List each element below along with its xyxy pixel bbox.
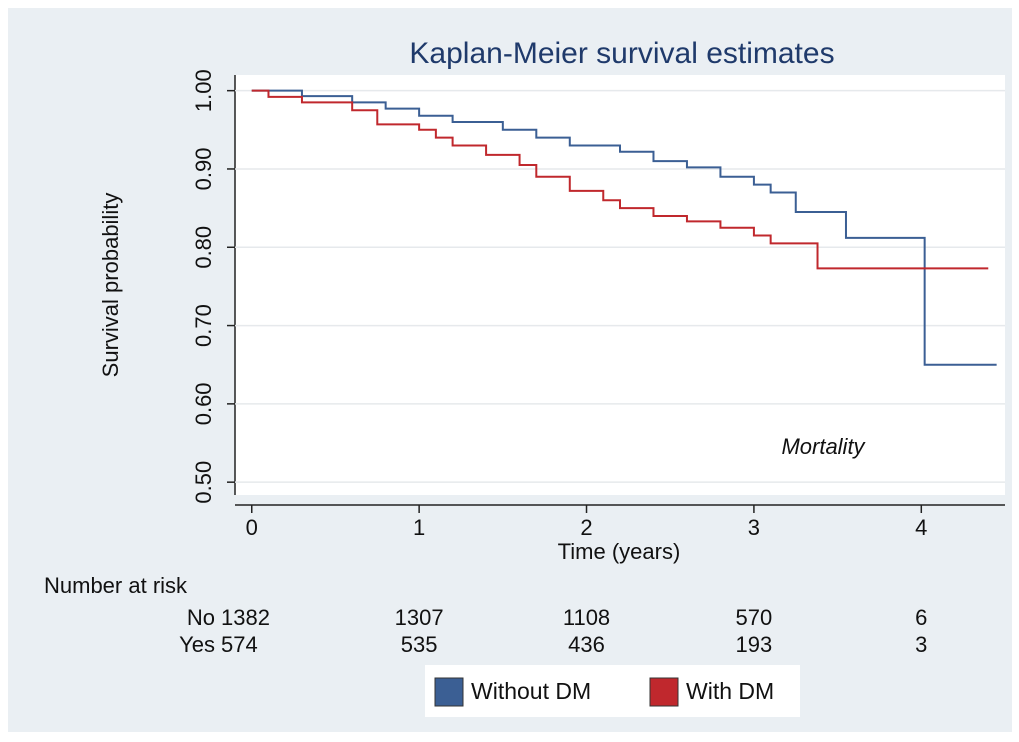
- legend-swatch: [649, 677, 679, 707]
- annotation: Mortality: [781, 434, 866, 459]
- y-tick-label: 1.00: [191, 69, 216, 112]
- risk-row-label: Yes: [179, 632, 215, 657]
- chart-title: Kaplan-Meier survival estimates: [409, 37, 834, 70]
- risk-value: 535: [401, 632, 438, 657]
- x-tick-label: 0: [246, 515, 258, 540]
- risk-table-title: Number at risk: [44, 573, 188, 598]
- risk-value: 6: [915, 605, 927, 630]
- x-tick-label: 2: [580, 515, 592, 540]
- x-tick-label: 3: [748, 515, 760, 540]
- y-tick-label: 0.80: [191, 226, 216, 269]
- x-tick-label: 1: [413, 515, 425, 540]
- y-tick-label: 0.50: [191, 461, 216, 504]
- risk-value: 1382: [221, 605, 270, 630]
- y-tick-label: 0.60: [191, 382, 216, 425]
- y-tick-label: 0.90: [191, 148, 216, 191]
- risk-value: 436: [568, 632, 605, 657]
- survival-curve: [251, 89, 997, 366]
- risk-value: 193: [736, 632, 773, 657]
- legend-label: Without DM: [471, 678, 591, 704]
- legend-label: With DM: [686, 678, 774, 704]
- y-axis-label: Survival probability: [98, 193, 123, 378]
- risk-row-label: No: [187, 605, 215, 630]
- x-tick-label: 4: [915, 515, 927, 540]
- legend-swatch: [434, 677, 464, 707]
- x-axis-label: Time (years): [558, 539, 681, 564]
- y-tick-label: 0.70: [191, 304, 216, 347]
- risk-value: 570: [736, 605, 773, 630]
- risk-value: 574: [221, 632, 258, 657]
- survival-curve: [251, 89, 989, 270]
- plot-area: [235, 75, 1005, 495]
- risk-value: 3: [915, 632, 927, 657]
- risk-value: 1108: [563, 605, 610, 630]
- legend-box: [425, 665, 800, 717]
- risk-value: 1307: [395, 605, 444, 630]
